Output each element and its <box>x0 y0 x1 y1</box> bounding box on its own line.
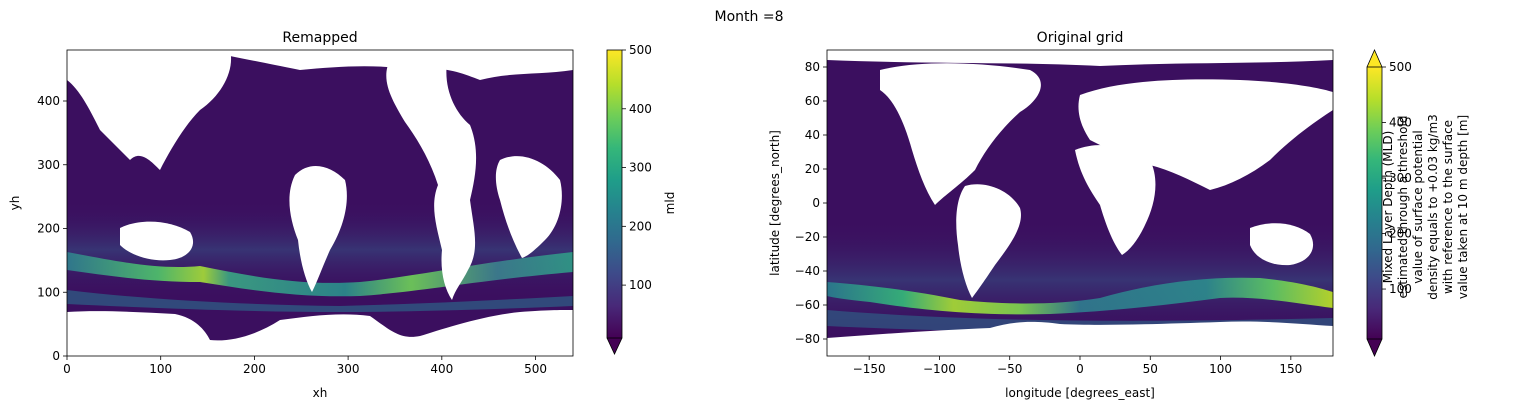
panel2-ytick-label: 80 <box>805 60 820 74</box>
panel1-xtick-label: 400 <box>430 362 453 376</box>
panel1-ytick-label: 100 <box>37 285 60 299</box>
panel2-xtick-label: 50 <box>1143 362 1158 376</box>
panel2-xtick-label: −100 <box>923 362 956 376</box>
panel2-land-antarctica <box>827 321 1333 356</box>
panel1-x-ticks: 0 100 200 300 400 500 <box>63 356 547 376</box>
panel2-land-arctic <box>827 50 1333 66</box>
panel1-heatmap <box>67 50 573 356</box>
panel-remapped: Remapped 0 100 200 300 400 500 0100200300400 … <box>8 30 677 400</box>
cb2-label-line-5: with reference to the surface <box>1441 120 1455 294</box>
panel2-colorbar-ticks: 100 200 300 400 500 <box>1382 60 1412 296</box>
panel1-cbtick-label: 300 <box>629 161 652 175</box>
cb2-label-line-2: estimated through a threshold <box>1396 116 1410 299</box>
panel1-ytick-label: 200 <box>37 222 60 236</box>
panel2-colorbar-label: Mixed Layer Depth (MLD) estimated throug… <box>1381 114 1470 300</box>
panel2-xlabel: longitude [degrees_east] <box>1005 386 1155 400</box>
panel1-cbtick-label: 100 <box>629 278 652 292</box>
panel2-x-ticks: −150 −100 −50 0 50 100 150 <box>853 356 1302 376</box>
panel2-colorbar-extend-max <box>1367 50 1382 67</box>
panel1-colorbar: 100 200 300 400 500 mld <box>606 43 677 355</box>
panel1-y-ticks: 0 100 200 300 400 <box>37 94 67 363</box>
panel1-colorbar-extend-min <box>607 338 622 354</box>
panel1-colorbar-ticks: 100 200 300 400 500 <box>622 43 652 292</box>
panel2-cbtick-label: 100 <box>1389 282 1412 296</box>
panel1-cbtick-label: 200 <box>629 219 652 233</box>
panel2-colorbar: 100 200 300 400 500 Mixed Layer Depth (MLD) … <box>1366 49 1470 357</box>
panel2-ytick-label: −20 <box>795 230 820 244</box>
panel2-land-north-america <box>880 63 1041 205</box>
panel2-colorbar-bar <box>1367 67 1382 339</box>
panel1-ytick-label: 0 <box>52 349 60 363</box>
panel1-southern-band <box>67 290 573 312</box>
panel1-land-arctic <box>230 50 573 80</box>
panel2-ytick-label: 20 <box>805 162 820 176</box>
panel2-ytick-label: 60 <box>805 94 820 108</box>
panel1-land-americas <box>386 50 477 300</box>
panel1-ytick-label: 400 <box>37 94 60 108</box>
panel2-cbtick-label: 500 <box>1389 60 1412 74</box>
cb2-label-line-3: value of surface potential <box>1411 130 1425 284</box>
panel1-cbtick-label: 500 <box>629 43 652 57</box>
panel2-y-ticks: −80 −60 −40 −20 0 20 40 60 80 <box>795 60 827 346</box>
panel2-land-south-america <box>956 184 1021 298</box>
panel1-ylabel: yh <box>8 196 22 211</box>
panel2-ytick-label: −60 <box>795 298 820 312</box>
cb2-label-line-4: density equals to +0.03 kg/m3 <box>1426 114 1440 300</box>
panel2-heatmap <box>827 50 1333 356</box>
panel1-land-south-america <box>289 165 347 292</box>
panel2-xtick-label: 0 <box>1076 362 1084 376</box>
panel1-xtick-label: 500 <box>524 362 547 376</box>
panel2-xtick-label: 150 <box>1279 362 1302 376</box>
panel2-ylabel: latitude [degrees_north] <box>768 130 782 276</box>
panel1-colorbar-label: mld <box>663 192 677 215</box>
figure-suptitle: Month =8 <box>715 9 784 25</box>
panel1-colorbar-bar <box>607 50 622 338</box>
panel1-land-australia <box>120 221 194 261</box>
panel1-ytick-label: 300 <box>37 158 60 172</box>
panel1-land-africa <box>495 156 562 258</box>
cb2-label-line-6: value taken at 10 m depth [m] <box>1456 115 1470 299</box>
panel2-cbtick-label: 200 <box>1389 227 1412 241</box>
panel2-cbtick-label: 400 <box>1389 116 1412 130</box>
panel2-cbtick-label: 300 <box>1389 171 1412 185</box>
panel2-high-mld-band <box>827 277 1333 315</box>
panel1-xtick-label: 200 <box>243 362 266 376</box>
panel2-xtick-label: −50 <box>997 362 1022 376</box>
panel2-land-africa <box>1075 145 1156 255</box>
panel2-xtick-label: −150 <box>853 362 886 376</box>
panel1-land-antarctica <box>67 310 573 356</box>
panel2-ytick-label: −40 <box>795 264 820 278</box>
panel1-xtick-label: 100 <box>149 362 172 376</box>
panel1-land-asia <box>67 50 232 170</box>
panel1-xlabel: xh <box>313 386 328 400</box>
panel2-ytick-label: 40 <box>805 128 820 142</box>
panel-original-grid: Original grid −150 −100 −50 0 50 100 150 −80 −6… <box>768 30 1470 400</box>
panel2-xtick-label: 100 <box>1209 362 1232 376</box>
panel1-title: Remapped <box>282 30 357 46</box>
panel1-cbtick-label: 400 <box>629 102 652 116</box>
panel1-xtick-label: 0 <box>63 362 71 376</box>
cb2-label-line-1: Mixed Layer Depth (MLD) <box>1381 131 1395 284</box>
panel2-land-australia <box>1250 223 1314 266</box>
panel2-colorbar-extend-min <box>1367 339 1382 356</box>
panel1-xtick-label: 300 <box>337 362 360 376</box>
panel2-ytick-label: 0 <box>812 196 820 210</box>
panel2-title: Original grid <box>1037 30 1124 46</box>
panel1-frame <box>66 49 574 357</box>
panel2-ytick-label: −80 <box>795 332 820 346</box>
